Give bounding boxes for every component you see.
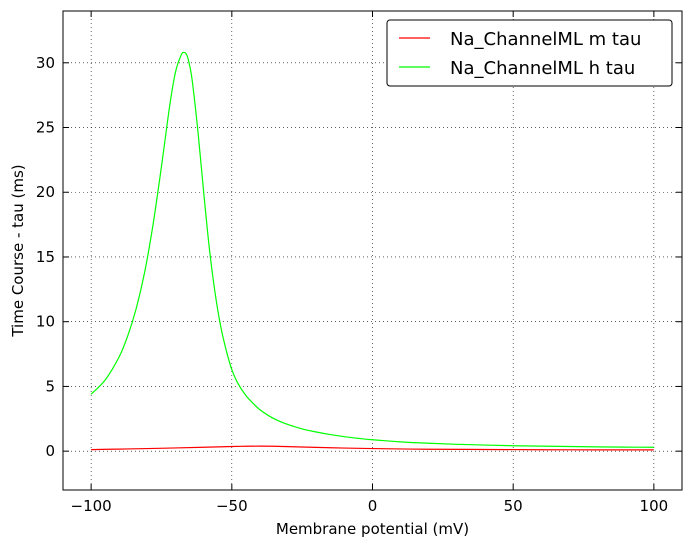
- y-tick-label: 25: [36, 119, 55, 137]
- x-tick-label: 0: [368, 497, 378, 515]
- legend-label-h-tau: Na_ChannelML h tau: [450, 58, 635, 79]
- axis-ticks: −100 −50 0 50 100 0 5 10 15 20 25 30: [36, 11, 682, 515]
- x-tick-label: 50: [504, 497, 523, 515]
- x-tick-label: −100: [71, 497, 112, 515]
- y-tick-label: 0: [45, 442, 55, 460]
- y-tick-label: 5: [45, 377, 55, 395]
- y-axis-label: Time Course - tau (ms): [9, 164, 27, 337]
- x-axis-label: Membrane potential (mV): [276, 520, 469, 538]
- y-tick-label: 30: [36, 54, 55, 72]
- y-tick-label: 10: [36, 313, 55, 331]
- series-lines: [90, 51, 654, 451]
- y-tick-label: 15: [36, 248, 55, 266]
- legend-label-m-tau: Na_ChannelML m tau: [450, 29, 641, 50]
- series-line-h-tau: [90, 51, 654, 448]
- x-tick-label: −50: [216, 497, 248, 515]
- series-line-m-tau: [91, 445, 654, 451]
- legend: Na_ChannelML m tau Na_ChannelML h tau: [386, 19, 673, 87]
- y-tick-label: 20: [36, 183, 55, 201]
- legend-box: [386, 19, 673, 87]
- x-tick-label: 100: [640, 497, 669, 515]
